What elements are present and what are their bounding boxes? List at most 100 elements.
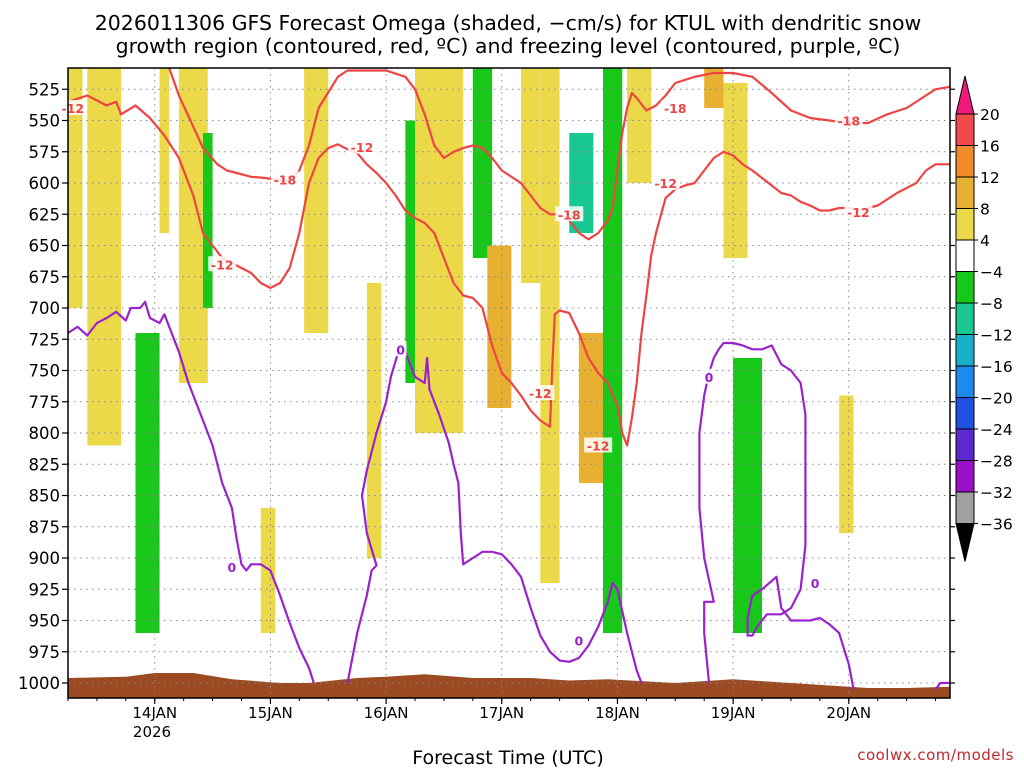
contour-0-3 <box>346 344 643 684</box>
colorbar-segment-5 <box>955 239 975 272</box>
omega-shade-cell-0 <box>68 68 83 308</box>
y-tick-label-925: 925 <box>29 580 61 599</box>
contour-0-2 <box>68 300 315 684</box>
y-tick-label-675: 675 <box>29 268 61 287</box>
chart-title-line-2: growth region (contoured, red, ºC) and f… <box>116 34 901 58</box>
colorbar-segment-11 <box>955 428 975 461</box>
x-tick-label-16JAN: 16JAN <box>364 704 409 722</box>
contour-label-bg-2-4 <box>809 575 822 590</box>
contour-label-bg-0-2 <box>348 138 376 154</box>
colorbar: 20 16 12 8 4 −4 −8 −12 −16 −20 −24 −28 −32 −36 <box>955 75 1013 562</box>
colorbar-label-7: −12 <box>980 327 1013 345</box>
y-axis-ticks: 525 550 575 600 625 650 675 700 725 750 775 800 825 8… <box>18 80 955 693</box>
colorbar-label-5: −4 <box>980 264 1003 282</box>
x-tick-label-19JAN: 19JAN <box>711 704 756 722</box>
colorbar-label-2: 12 <box>980 169 1000 187</box>
y-tick-label-950: 950 <box>29 612 61 631</box>
omega-shade-cell-19 <box>704 68 724 108</box>
omega-shade-cell-10 <box>415 68 464 433</box>
contour-label-bg-0-4 <box>584 437 613 453</box>
contour-label-bg-0-6 <box>844 203 873 219</box>
contour-label-2-4: 0 <box>811 576 820 591</box>
colorbar-segment-7 <box>955 302 975 335</box>
colorbar-segment-9 <box>955 365 975 398</box>
contour-label-0-1: -12 <box>211 257 234 272</box>
y-tick-label-750: 750 <box>29 362 61 381</box>
x-tick-label-14JAN: 14JAN <box>132 704 177 722</box>
omega-shade-cell-7 <box>304 68 329 333</box>
colorbar-segment-6 <box>955 271 975 304</box>
y-tick-label-625: 625 <box>29 205 61 224</box>
colorbar-segment-4 <box>955 208 975 241</box>
contour-label-1-2: -18 <box>664 101 687 116</box>
contour-label-2-2: 0 <box>575 634 584 649</box>
colorbar-label-10: −24 <box>980 421 1013 439</box>
y-tick-label-650: 650 <box>29 237 61 256</box>
omega-shade-cell-11 <box>472 68 493 258</box>
terrain-layer <box>68 673 950 698</box>
omega-shade-cell-12 <box>487 245 512 408</box>
contour-minus12-0 <box>68 94 950 447</box>
colorbar-segment-12 <box>955 460 975 493</box>
contour-label-bg-2-1 <box>394 341 407 357</box>
y-tick-label-800: 800 <box>29 424 61 443</box>
x-axis-title: Forecast Time (UTC) <box>412 747 603 768</box>
contour-label-bg-0-0 <box>58 100 87 115</box>
y-tick-label-700: 700 <box>29 299 61 318</box>
colorbar-label-1: 16 <box>980 138 1000 156</box>
contour-0-5 <box>934 681 950 690</box>
x-tick-label-18JAN: 18JAN <box>595 704 640 722</box>
omega-shade-cell-17 <box>602 68 623 633</box>
contour-label-0-4: -12 <box>587 439 610 454</box>
omega-shade-cell-8 <box>366 283 382 558</box>
contour-label-0-5: -12 <box>654 176 677 191</box>
colorbar-segment-1 <box>955 113 975 146</box>
colorbar-segment-8 <box>955 334 975 367</box>
colorbar-segment-2 <box>955 145 975 178</box>
contour-label-bg-2-2 <box>572 632 585 648</box>
y-tick-label-550: 550 <box>29 112 61 131</box>
contour-label-bg-1-2 <box>661 100 690 115</box>
y-tick-label-725: 725 <box>29 330 61 349</box>
colorbar-label-4: 4 <box>980 232 990 250</box>
colorbar-label-6: −8 <box>980 295 1003 313</box>
contour-label-1-0: -18 <box>274 172 297 187</box>
contour-label-bg-0-3 <box>526 385 555 400</box>
y-tick-label-900: 900 <box>29 549 61 568</box>
contour-label-2-3: 0 <box>705 370 714 385</box>
colorbar-segment-13 <box>955 491 975 524</box>
y-tick-label-775: 775 <box>29 393 61 412</box>
contour-labels: -12 -12 -12 -12 -12 -12 -12 -18 -18 -18 -18 0 0 0 0 0 <box>58 100 873 649</box>
colorbar-label-13: −36 <box>980 516 1013 534</box>
colorbar-segment-3 <box>955 176 975 209</box>
omega-shading-layer <box>68 68 854 633</box>
x-tick-label-15JAN: 15JAN <box>248 704 293 722</box>
contour-0-4 <box>698 341 855 690</box>
contour-label-bg-0-1 <box>208 256 237 272</box>
contour-label-0-2: -12 <box>351 140 374 155</box>
contour-label-1-3: -18 <box>837 114 860 129</box>
colorbar-segment-10 <box>955 397 975 430</box>
contour-label-bg-1-0 <box>270 171 299 187</box>
contour-label-bg-1-3 <box>834 112 863 128</box>
colorbar-top-arrow <box>955 75 975 115</box>
colorbar-label-8: −16 <box>980 358 1013 376</box>
contour-label-2-0: 0 <box>228 560 237 575</box>
omega-shade-cell-6 <box>260 508 276 633</box>
omega-shade-cell-14 <box>540 68 560 583</box>
omega-shade-cell-18 <box>627 68 652 183</box>
omega-shade-cell-5 <box>202 133 213 308</box>
omega-shade-cell-21 <box>723 83 748 258</box>
x-tick-label-17JAN: 17JAN <box>479 704 524 722</box>
omega-shade-cell-20 <box>733 358 763 633</box>
y-tick-label-825: 825 <box>29 455 61 474</box>
chart-title-line-1: 2026011306 GFS Forecast Omega (shaded, −… <box>95 11 922 35</box>
y-tick-label-975: 975 <box>29 643 61 662</box>
colorbar-label-12: −32 <box>980 484 1013 502</box>
y-tick-label-575: 575 <box>29 143 61 162</box>
y-tick-label-525: 525 <box>29 80 61 99</box>
credit-text: coolwx.com/models <box>857 746 1014 764</box>
terrain-surface <box>68 673 950 698</box>
y-tick-label-850: 850 <box>29 487 61 506</box>
